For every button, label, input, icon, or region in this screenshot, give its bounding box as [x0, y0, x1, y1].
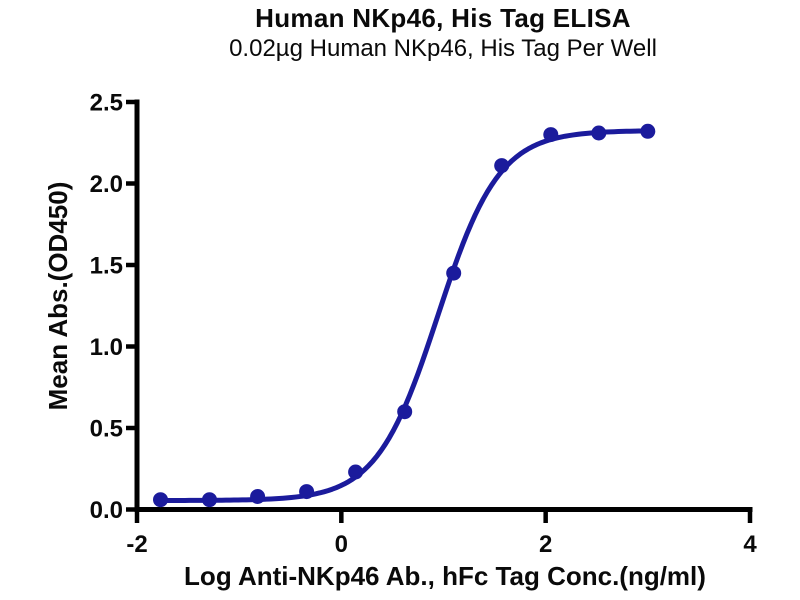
data-point — [153, 492, 168, 508]
data-point — [299, 484, 315, 500]
data-point — [494, 158, 510, 174]
chart-subtitle: 0.02µg Human NKp46, His Tag Per Well — [229, 35, 657, 62]
y-tick-label: 0.0 — [90, 497, 123, 524]
data-point — [202, 492, 217, 508]
data-point — [348, 464, 364, 480]
data-point — [640, 123, 656, 139]
x-tick-label: 2 — [539, 531, 552, 558]
x-tick-label: 0 — [335, 531, 348, 558]
data-point — [543, 127, 559, 143]
y-tick-label: 2.0 — [90, 171, 123, 198]
data-point — [446, 265, 462, 281]
y-tick-label: 2.5 — [90, 90, 123, 117]
chart-title: Human NKp46, His Tag ELISA — [255, 3, 631, 33]
y-tick-label: 0.5 — [90, 416, 123, 443]
x-axis-label: Log Anti-NKp46 Ab., hFc Tag Conc.(ng/ml) — [184, 561, 706, 591]
data-point — [250, 489, 266, 504]
y-tick-label: 1.5 — [90, 253, 123, 280]
y-tick-label: 1.0 — [90, 334, 123, 361]
fit-curve — [158, 128, 650, 503]
x-tick-label: 4 — [743, 531, 757, 558]
data-point — [397, 404, 413, 420]
data-point — [591, 125, 607, 141]
x-tick-label: -2 — [126, 531, 147, 558]
